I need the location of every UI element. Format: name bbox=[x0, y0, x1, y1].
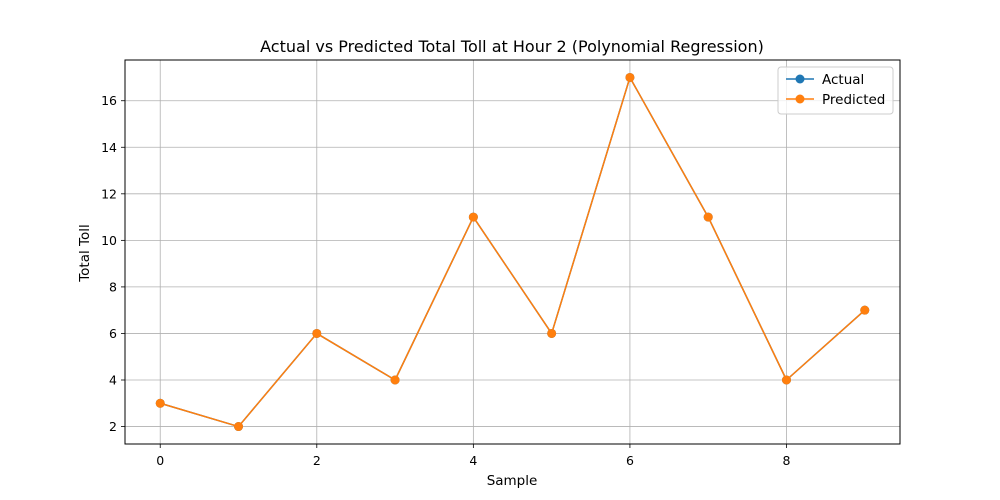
y-tick-label: 16 bbox=[101, 93, 117, 108]
legend-item-predicted: Predicted bbox=[786, 92, 885, 108]
y-tick-label: 12 bbox=[101, 186, 117, 201]
legend-marker bbox=[795, 74, 805, 84]
series-predicted bbox=[155, 72, 870, 432]
predicted-line bbox=[160, 76, 866, 428]
x-axis-label: Sample bbox=[487, 473, 538, 489]
y-tick-label: 8 bbox=[109, 279, 117, 294]
x-tick-label: 4 bbox=[469, 453, 477, 468]
predicted-point bbox=[155, 398, 165, 408]
x-tick-label: 2 bbox=[313, 453, 321, 468]
predicted-point bbox=[390, 375, 400, 385]
legend-label: Actual bbox=[822, 72, 864, 88]
y-tick-label: 10 bbox=[101, 233, 117, 248]
y-axis-ticks: 2 4 6 8 10 12 14 16 bbox=[101, 93, 125, 434]
y-tick-label: 6 bbox=[109, 326, 117, 341]
predicted-point bbox=[312, 328, 322, 338]
legend-marker bbox=[795, 94, 805, 104]
legend: Actual Predicted bbox=[777, 66, 894, 115]
plot-area-frame bbox=[124, 59, 901, 445]
x-tick-label: 6 bbox=[626, 453, 634, 468]
predicted-point bbox=[860, 305, 870, 315]
y-axis-label: Total Toll bbox=[77, 224, 93, 283]
chart-title: Actual vs Predicted Total Toll at Hour 2… bbox=[260, 37, 764, 56]
y-tick-label: 14 bbox=[101, 140, 117, 155]
legend-item-actual: Actual bbox=[786, 72, 864, 88]
y-tick-label: 2 bbox=[109, 419, 117, 434]
predicted-point bbox=[547, 328, 557, 338]
legend-label: Predicted bbox=[822, 92, 885, 108]
series-layer bbox=[155, 72, 870, 432]
x-axis-ticks: 0 2 4 6 8 bbox=[156, 444, 791, 468]
y-tick-label: 4 bbox=[109, 373, 117, 388]
x-tick-label: 0 bbox=[156, 453, 164, 468]
predicted-point bbox=[468, 212, 478, 222]
predicted-point bbox=[234, 422, 244, 432]
predicted-point bbox=[781, 375, 791, 385]
predicted-point bbox=[625, 72, 635, 82]
x-tick-label: 8 bbox=[783, 453, 791, 468]
grid-lines bbox=[125, 60, 900, 444]
predicted-point bbox=[703, 212, 713, 222]
